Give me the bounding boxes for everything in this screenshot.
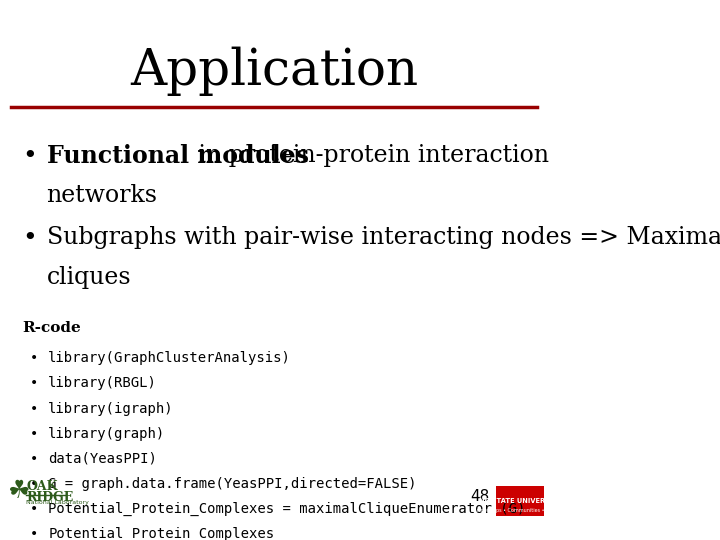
Text: 48: 48 [470,489,489,504]
Text: •: • [22,226,37,249]
Text: Potential_Protein_Complexes: Potential_Protein_Complexes [48,527,274,540]
Text: National Laboratory: National Laboratory [27,500,89,505]
Text: •: • [30,402,38,415]
FancyBboxPatch shape [496,485,544,516]
Text: •: • [30,527,38,540]
Text: networks: networks [47,184,158,207]
Text: Partnerships • Communities • Solutions: Partnerships • Communities • Solutions [472,508,569,512]
Text: •: • [30,502,38,516]
Text: data(YeasPPI): data(YeasPPI) [48,451,157,465]
Text: Subgraphs with pair-wise interacting nodes => Maximal: Subgraphs with pair-wise interacting nod… [47,226,720,248]
Text: NC STATE UNIVERSITY: NC STATE UNIVERSITY [479,498,562,504]
Text: library(GraphClusterAnalysis): library(GraphClusterAnalysis) [48,352,291,366]
Text: library(RBGL): library(RBGL) [48,376,157,390]
Text: •: • [30,376,38,390]
Text: RIDGE: RIDGE [27,491,73,504]
Text: R-code: R-code [22,321,81,335]
Text: G = graph.data.frame(YeasPPI,directed=FALSE): G = graph.data.frame(YeasPPI,directed=FA… [48,477,417,491]
Text: •: • [30,451,38,465]
Text: •: • [30,427,38,441]
Text: ☘: ☘ [6,480,29,503]
Text: in protein-protein interaction: in protein-protein interaction [191,144,549,166]
Text: library(graph): library(graph) [48,427,166,441]
Text: •: • [30,352,38,366]
Text: Functional modules: Functional modules [47,144,309,167]
Text: OAK: OAK [27,481,58,494]
Text: library(igraph): library(igraph) [48,402,174,415]
Text: Potential_Protein_Complexes = maximalCliqueEnumerator (G): Potential_Protein_Complexes = maximalCli… [48,502,526,516]
Text: •: • [30,477,38,491]
Text: cliques: cliques [47,266,131,289]
Text: •: • [22,144,37,167]
Text: Application: Application [130,47,418,97]
